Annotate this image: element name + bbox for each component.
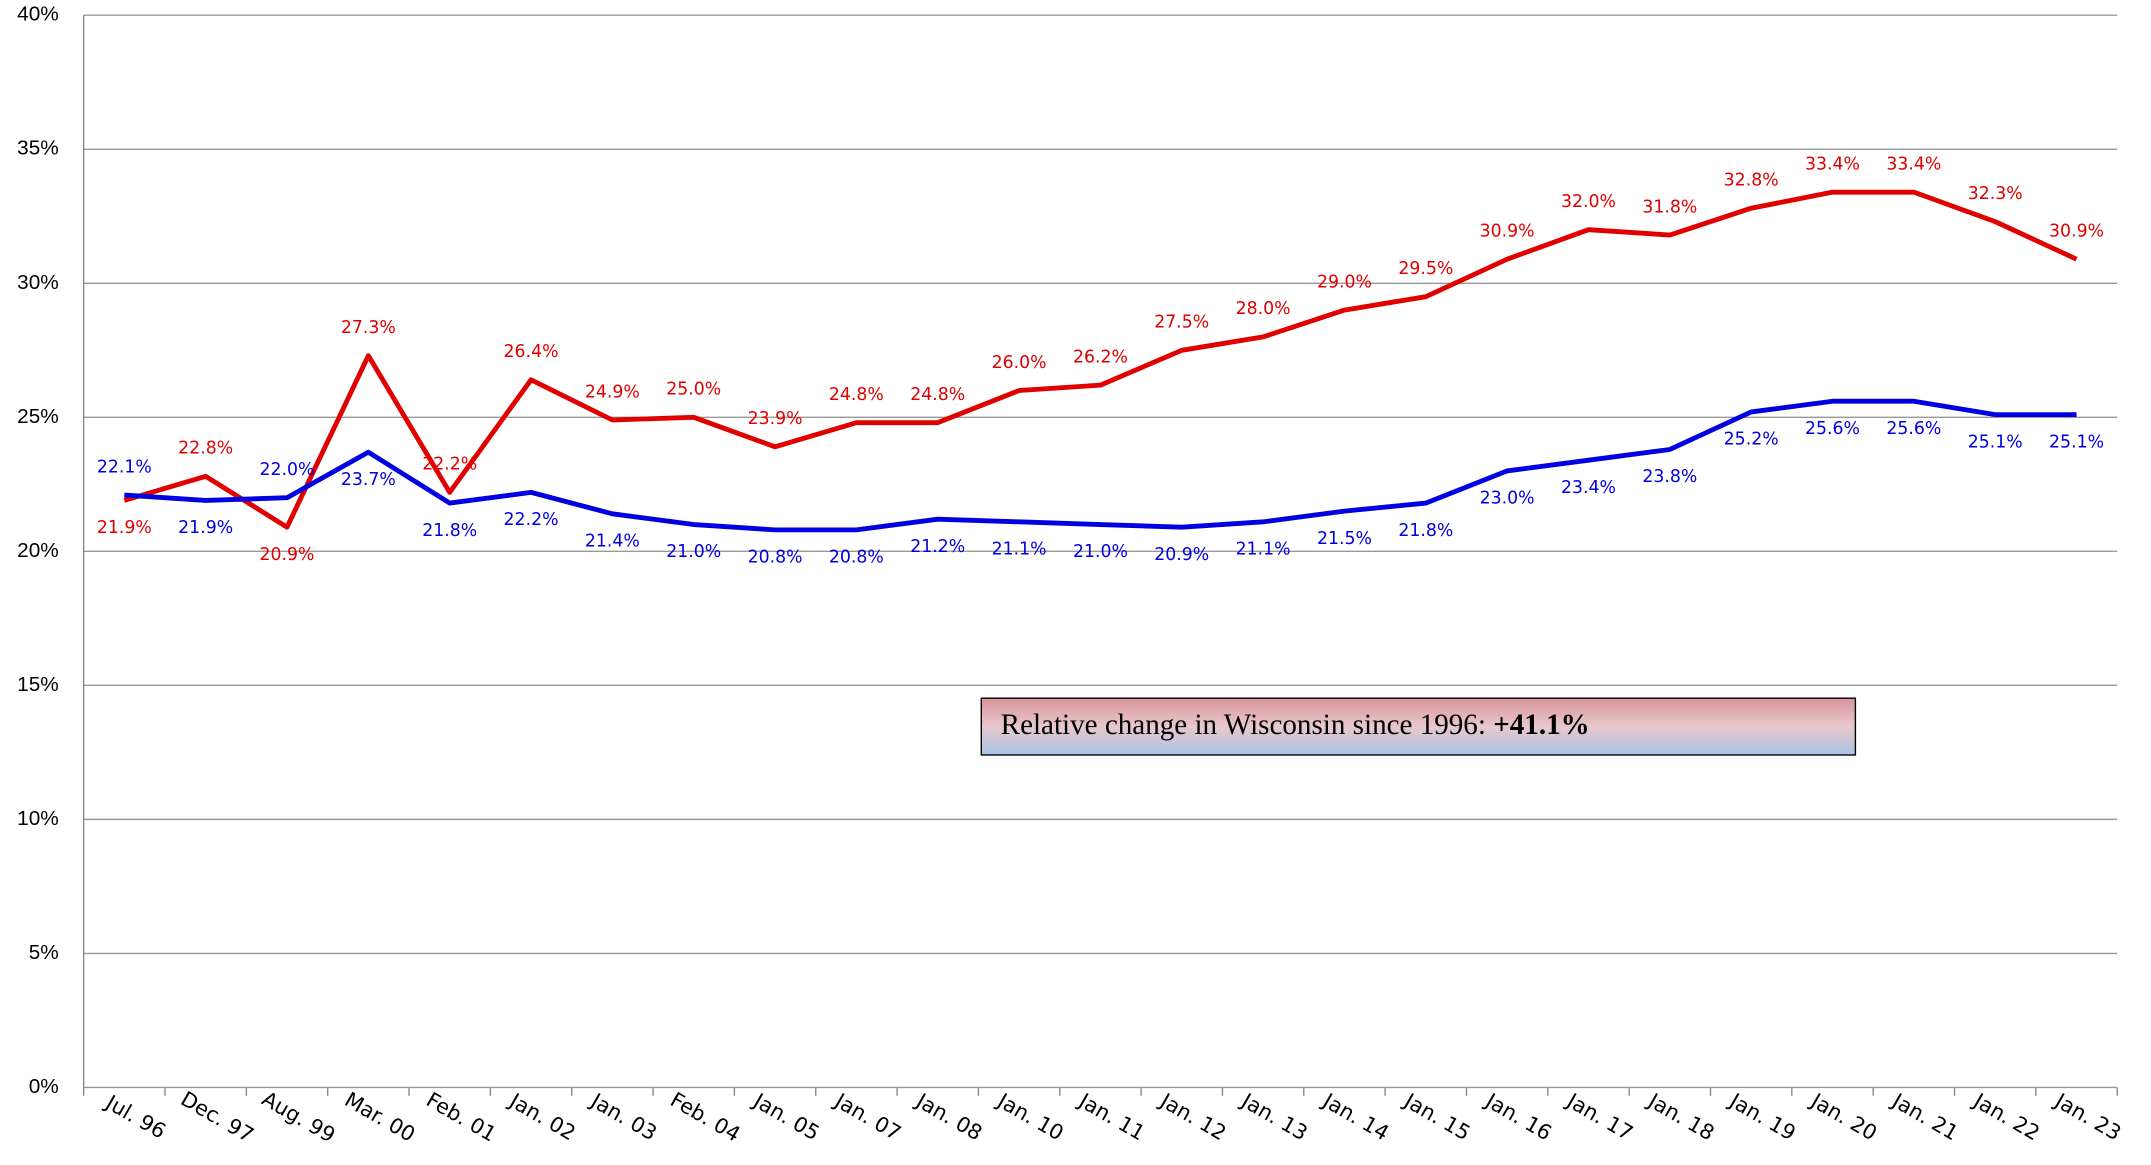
x-tick-label: Jan. 07 <box>829 1088 905 1146</box>
data-label: 23.8% <box>1642 467 1697 487</box>
annotation: Relative change in Wisconsin since 1996:… <box>1001 709 1590 741</box>
data-label: 22.2% <box>504 510 559 530</box>
y-tick-label: 10% <box>17 807 59 830</box>
data-label: 23.0% <box>1480 489 1535 509</box>
x-tick-label: Jan. 22 <box>1968 1088 2044 1146</box>
data-label: 25.2% <box>1724 430 1779 450</box>
data-label: 25.1% <box>1968 432 2023 452</box>
x-tick-label: Jan. 05 <box>748 1088 824 1146</box>
data-label: 32.3% <box>1968 184 2023 204</box>
data-label: 21.9% <box>178 518 233 538</box>
data-label: 25.6% <box>1886 419 1941 439</box>
data-label: 33.4% <box>1805 154 1860 174</box>
x-tick-label: Jan. 16 <box>1480 1088 1556 1146</box>
data-label: 30.9% <box>2049 221 2104 241</box>
data-label: 33.4% <box>1886 154 1941 174</box>
data-label: 21.0% <box>1073 542 1128 562</box>
data-label: 26.2% <box>1073 347 1128 367</box>
x-tick-label: Jan. 13 <box>1236 1088 1312 1146</box>
y-tick-label: 15% <box>17 673 59 696</box>
annotation-value: +41.1% <box>1493 709 1590 741</box>
data-label: 21.8% <box>1398 521 1453 541</box>
data-label: 22.1% <box>97 457 152 477</box>
data-label: 25.0% <box>666 380 721 400</box>
x-tick-label: Jan. 23 <box>2049 1088 2125 1146</box>
data-label: 21.4% <box>585 532 640 552</box>
y-tick-label: 20% <box>17 539 59 562</box>
data-label: 30.9% <box>1480 221 1535 241</box>
x-tick-label: Jan. 15 <box>1399 1088 1475 1146</box>
data-label: 29.0% <box>1317 272 1372 292</box>
data-label: 20.8% <box>748 548 803 568</box>
y-tick-label: 25% <box>17 405 59 428</box>
x-tick-label: Jan. 19 <box>1724 1088 1800 1146</box>
x-tick-label: Jan. 17 <box>1561 1088 1637 1146</box>
x-tick-label: Dec. 97 <box>177 1087 258 1148</box>
annotation-text: Relative change in Wisconsin since 1996: <box>1001 709 1494 741</box>
x-tick-label: Jan. 02 <box>504 1088 580 1146</box>
data-label: 21.1% <box>1236 540 1291 560</box>
y-tick-label: 40% <box>17 3 59 26</box>
x-tick-label: Jan. 12 <box>1155 1088 1231 1146</box>
data-label: 24.8% <box>829 385 884 405</box>
data-label: 29.5% <box>1398 259 1453 279</box>
x-tick-label: Jan. 14 <box>1317 1088 1393 1146</box>
data-label: 26.4% <box>504 342 559 362</box>
x-tick-label: Feb. 01 <box>422 1088 500 1147</box>
x-tick-label: Jul. 96 <box>100 1089 170 1143</box>
data-label: 20.9% <box>260 545 315 565</box>
data-label: 21.5% <box>1317 529 1372 549</box>
data-label: 25.6% <box>1805 419 1860 439</box>
x-tick-label: Feb. 04 <box>666 1088 744 1147</box>
y-tick-label: 30% <box>17 271 59 294</box>
series-line <box>123 189 2078 530</box>
y-tick-label: 0% <box>29 1075 59 1098</box>
y-tick-label: 35% <box>17 137 59 160</box>
data-label: 28.0% <box>1236 299 1291 319</box>
data-label: 21.2% <box>910 537 965 557</box>
data-label: 21.1% <box>992 540 1047 560</box>
data-label: 21.0% <box>666 542 721 562</box>
series-line <box>124 398 2077 533</box>
data-label: 23.7% <box>341 470 396 490</box>
data-label: 31.8% <box>1642 197 1697 217</box>
data-label: 23.4% <box>1561 478 1616 498</box>
x-tick-label: Jan. 11 <box>1073 1088 1149 1146</box>
x-tick-label: Mar. 00 <box>341 1087 420 1146</box>
data-label: 22.0% <box>260 460 315 480</box>
data-label: 21.8% <box>422 521 477 541</box>
y-tick-label: 5% <box>29 941 59 964</box>
data-label: 20.9% <box>1154 545 1209 565</box>
data-label: 25.1% <box>2049 432 2104 452</box>
data-label: 32.8% <box>1724 171 1779 191</box>
x-tick-label: Jan. 20 <box>1805 1088 1881 1146</box>
annotation-box <box>980 697 1857 756</box>
data-label: 27.3% <box>341 318 396 338</box>
x-tick-label: Jan. 18 <box>1643 1088 1719 1146</box>
data-label: 23.9% <box>748 409 803 429</box>
data-label: 32.0% <box>1561 192 1616 212</box>
data-label: 24.9% <box>585 382 640 402</box>
data-label: 26.0% <box>992 353 1047 373</box>
data-label: 21.9% <box>97 518 152 538</box>
x-tick-label: Jan. 21 <box>1887 1088 1963 1146</box>
data-label: 24.8% <box>910 385 965 405</box>
data-label: 27.5% <box>1154 313 1209 333</box>
data-label: 20.8% <box>829 548 884 568</box>
data-label: 22.2% <box>422 455 477 475</box>
x-tick-label: Jan. 08 <box>911 1088 987 1146</box>
x-tick-label: Jan. 10 <box>992 1088 1068 1146</box>
data-label: 22.8% <box>178 439 233 459</box>
x-tick-label: Jan. 03 <box>585 1088 661 1146</box>
